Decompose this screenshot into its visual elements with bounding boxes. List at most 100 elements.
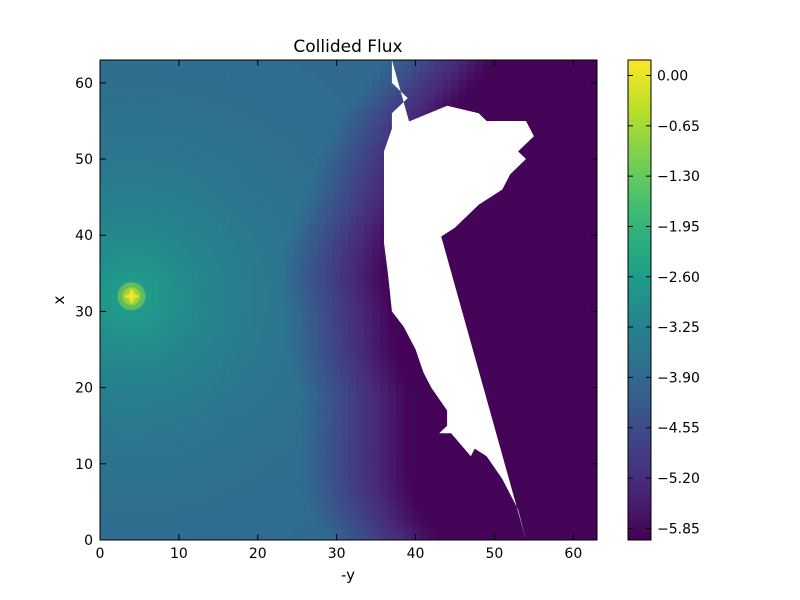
heatmap-cell bbox=[585, 421, 594, 431]
heatmap-cell bbox=[569, 383, 578, 393]
heatmap-cell bbox=[100, 391, 105, 400]
heatmap-cell bbox=[238, 170, 247, 179]
heatmap-cell bbox=[514, 63, 523, 73]
heatmap-cell bbox=[545, 71, 555, 80]
heatmap-cell bbox=[324, 193, 334, 202]
heatmap-cell bbox=[380, 498, 389, 507]
heatmap-cell bbox=[490, 482, 499, 492]
heatmap-cell bbox=[316, 223, 326, 233]
heatmap-cell bbox=[167, 284, 176, 293]
heatmap-cell bbox=[206, 505, 215, 514]
heatmap-cell bbox=[522, 399, 531, 408]
heatmap-cell bbox=[506, 421, 515, 431]
heatmap-cell bbox=[293, 124, 302, 133]
heatmap-cell bbox=[490, 345, 499, 354]
heatmap-cell bbox=[324, 315, 334, 324]
heatmap-cell bbox=[198, 360, 208, 370]
heatmap-cell bbox=[316, 124, 326, 133]
heatmap-cell bbox=[151, 368, 160, 377]
heatmap-cell bbox=[324, 345, 334, 354]
heatmap-cell bbox=[100, 208, 105, 217]
heatmap-cell bbox=[380, 63, 389, 73]
heatmap-cell bbox=[451, 60, 460, 65]
heatmap-cell bbox=[269, 63, 279, 73]
heatmap-cell bbox=[198, 338, 208, 347]
heatmap-cell bbox=[182, 475, 192, 484]
heatmap-cell bbox=[238, 261, 247, 271]
heatmap-cell bbox=[348, 140, 357, 149]
heatmap-cell bbox=[167, 223, 176, 233]
heatmap-cell bbox=[238, 185, 247, 194]
heatmap-cell bbox=[514, 322, 523, 332]
heatmap-cell bbox=[261, 467, 271, 476]
heatmap-cell bbox=[159, 536, 168, 540]
heatmap-cell bbox=[309, 338, 318, 347]
heatmap-cell bbox=[309, 482, 318, 492]
heatmap-cell bbox=[167, 376, 176, 385]
heatmap-cell bbox=[135, 117, 144, 126]
heatmap-cell bbox=[111, 383, 121, 393]
heatmap-cell bbox=[285, 254, 294, 263]
heatmap-cell bbox=[537, 414, 547, 423]
heatmap-cell bbox=[277, 330, 286, 339]
heatmap-cell bbox=[151, 216, 160, 225]
heatmap-cell bbox=[316, 162, 326, 172]
heatmap-cell bbox=[277, 246, 286, 255]
heatmap-cell bbox=[356, 94, 365, 103]
heatmap-cell bbox=[522, 208, 531, 217]
heatmap-cell bbox=[443, 490, 452, 499]
heatmap-cell bbox=[182, 269, 192, 278]
heatmap-cell bbox=[100, 421, 105, 431]
heatmap-cell bbox=[222, 322, 231, 332]
heatmap-cell bbox=[277, 284, 286, 293]
heatmap-cell bbox=[151, 467, 160, 476]
heatmap-cell bbox=[435, 406, 444, 415]
heatmap-cell bbox=[553, 444, 563, 453]
heatmap-cell bbox=[316, 338, 326, 347]
heatmap-cell bbox=[100, 86, 105, 95]
heatmap-cell bbox=[277, 475, 286, 484]
heatmap-cell bbox=[364, 322, 373, 332]
heatmap-cell bbox=[269, 467, 279, 476]
heatmap-cell bbox=[395, 414, 405, 423]
heatmap-cell bbox=[585, 193, 594, 202]
heatmap-cell bbox=[214, 277, 223, 286]
heatmap-cell bbox=[332, 399, 342, 408]
heatmap-cell bbox=[372, 86, 381, 95]
heatmap-cell bbox=[324, 452, 334, 461]
heatmap-cell bbox=[190, 216, 200, 225]
heatmap-cell bbox=[348, 94, 357, 103]
heatmap-cell bbox=[198, 452, 208, 461]
heatmap-cell bbox=[301, 498, 310, 507]
heatmap-cell bbox=[238, 513, 247, 522]
heatmap-cell bbox=[309, 368, 318, 377]
heatmap-cell bbox=[206, 520, 215, 530]
heatmap-cell bbox=[537, 246, 547, 255]
heatmap-cell bbox=[522, 437, 531, 446]
heatmap-cell bbox=[364, 498, 373, 507]
heatmap-cell bbox=[206, 155, 215, 164]
heatmap-cell bbox=[119, 239, 129, 248]
heatmap-cell bbox=[553, 94, 563, 103]
heatmap-cell bbox=[238, 231, 247, 240]
heatmap-cell bbox=[151, 193, 160, 202]
heatmap-cell bbox=[285, 246, 294, 255]
heatmap-cell bbox=[190, 421, 200, 431]
heatmap-cell bbox=[529, 147, 539, 156]
heatmap-cell bbox=[135, 170, 144, 179]
heatmap-cell bbox=[135, 132, 144, 141]
heatmap-cell bbox=[143, 178, 152, 187]
heatmap-cell bbox=[182, 452, 192, 461]
heatmap-cell bbox=[316, 429, 326, 438]
heatmap-cell bbox=[127, 239, 137, 248]
heatmap-cell bbox=[585, 71, 594, 80]
heatmap-cell bbox=[253, 452, 263, 461]
heatmap-cell bbox=[214, 353, 223, 362]
heatmap-cell bbox=[159, 482, 168, 492]
heatmap-cell bbox=[585, 536, 594, 540]
heatmap-cell bbox=[348, 79, 357, 88]
heatmap-cell bbox=[529, 79, 539, 88]
heatmap-cell bbox=[522, 277, 531, 286]
heatmap-cell bbox=[537, 269, 547, 278]
heatmap-cell bbox=[577, 513, 586, 522]
